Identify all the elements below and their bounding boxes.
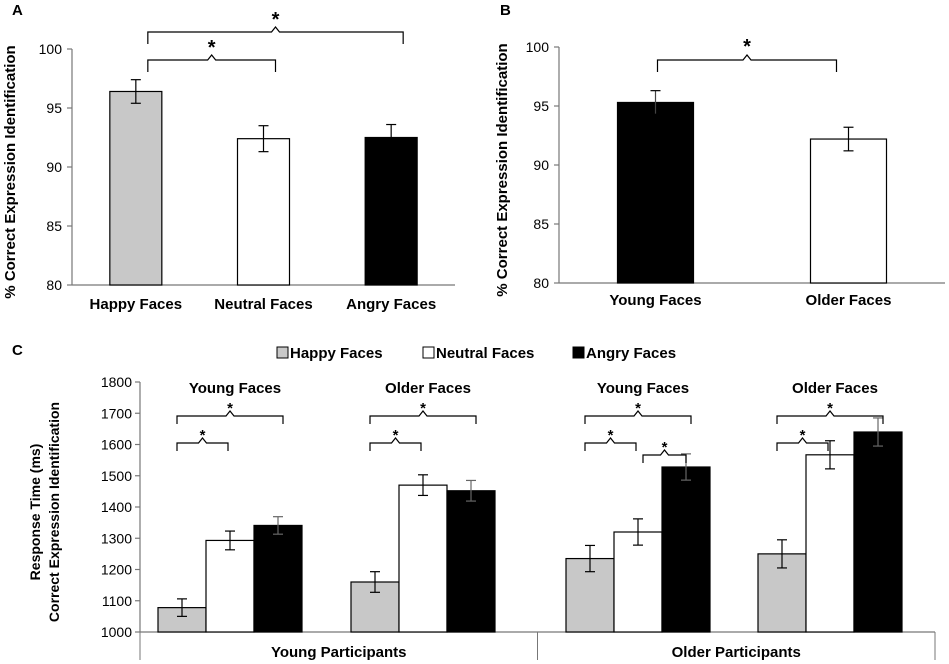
significance-bracket-b — [656, 54, 838, 72]
significance-star-c: * — [800, 427, 806, 444]
bar-a-angry-faces — [364, 136, 418, 286]
y-tick-label-c: 1800 — [101, 374, 132, 390]
y-axis-label-b: % Correct Expression Identification — [494, 43, 511, 296]
significance-star-c: * — [227, 400, 233, 417]
x-tick-label-b: Older Faces — [806, 292, 892, 309]
y-tick-label-a: 100 — [39, 41, 63, 57]
y-tick-label-b: 80 — [533, 275, 549, 291]
significance-star-c: * — [420, 400, 426, 417]
bar-b-older-faces — [809, 138, 888, 284]
participants-label-older: Older Participants — [672, 644, 801, 661]
significance-star-a: * — [272, 9, 280, 31]
significance-bracket-a — [147, 26, 404, 44]
legend-label-neutral: Neutral Faces — [436, 345, 534, 362]
bar-c-neutral — [613, 531, 663, 633]
legend-swatch-happy — [276, 346, 289, 359]
y-tick-label-c: 1600 — [101, 437, 132, 453]
significance-star-c: * — [608, 427, 614, 444]
legend-label-happy: Happy Faces — [290, 345, 383, 362]
panel-label-c: C — [12, 342, 23, 359]
y-tick-label-a: 95 — [46, 100, 62, 116]
y-tick-label-c: 1400 — [101, 499, 132, 515]
bar-c-neutral — [205, 539, 255, 633]
bar-c-angry — [661, 466, 711, 633]
participants-label-young: Young Participants — [271, 644, 407, 661]
y-tick-label-b: 100 — [526, 39, 550, 55]
significance-bracket-a — [147, 54, 277, 72]
significance-bracket-c — [776, 410, 884, 424]
significance-bracket-c — [369, 410, 477, 424]
x-tick-label-b: Young Faces — [609, 292, 701, 309]
significance-bracket-c — [176, 410, 284, 424]
significance-star-c: * — [200, 427, 206, 444]
significance-star-c: * — [635, 400, 641, 417]
y-tick-label-a: 85 — [46, 218, 62, 234]
significance-star-c: * — [393, 427, 399, 444]
y-tick-label-c: 1300 — [101, 530, 132, 546]
bar-c-neutral — [398, 484, 448, 633]
subgroup-label-c: Older Faces — [792, 380, 878, 397]
bar-c-angry — [253, 524, 303, 633]
significance-bracket-c — [642, 449, 687, 463]
significance-star-a: * — [208, 37, 216, 59]
y-tick-label-c: 1100 — [102, 593, 132, 609]
y-axis-label-a: % Correct Expression Identification — [2, 45, 19, 298]
significance-star-c: * — [662, 439, 668, 456]
legend-swatch-angry — [572, 346, 585, 359]
subgroup-label-c: Young Faces — [189, 380, 281, 397]
y-tick-label-c: 1200 — [101, 562, 132, 578]
y-tick-label-b: 85 — [533, 216, 549, 232]
bar-b-young-faces — [616, 101, 695, 284]
y-tick-label-c: 1500 — [101, 468, 132, 484]
legend-swatch-neutral — [422, 346, 435, 359]
panel-label-b: B — [500, 2, 511, 19]
y-tick-label-b: 90 — [533, 157, 549, 173]
significance-bracket-c — [584, 410, 692, 424]
significance-bracket-c — [584, 437, 637, 451]
significance-star-c: * — [827, 400, 833, 417]
y-tick-label-c: 1000 — [101, 624, 132, 640]
y-tick-label-b: 95 — [533, 98, 549, 114]
bar-c-neutral — [805, 454, 855, 633]
x-tick-label-a: Happy Faces — [90, 296, 183, 313]
subgroup-label-c: Older Faces — [385, 380, 471, 397]
subgroup-label-c: Young Faces — [597, 380, 689, 397]
y-tick-label-a: 90 — [46, 159, 62, 175]
significance-bracket-c — [369, 437, 422, 451]
bar-a-happy-faces — [109, 90, 163, 286]
bar-c-angry — [446, 490, 496, 633]
y-tick-label-a: 80 — [46, 277, 62, 293]
significance-bracket-c — [776, 437, 829, 451]
legend-label-angry: Angry Faces — [586, 345, 676, 362]
y-axis-label-c-1: Response Time (ms) — [27, 444, 43, 581]
significance-bracket-c — [176, 437, 229, 451]
bar-c-angry — [853, 431, 903, 633]
x-tick-label-a: Angry Faces — [346, 296, 436, 313]
y-tick-label-c: 1700 — [101, 405, 132, 421]
significance-star-b: * — [743, 36, 751, 58]
panel-label-a: A — [12, 2, 23, 19]
x-tick-label-a: Neutral Faces — [214, 296, 312, 313]
bar-a-neutral-faces — [236, 138, 291, 286]
y-axis-label-c-2: Correct Expression Identification — [46, 402, 62, 622]
